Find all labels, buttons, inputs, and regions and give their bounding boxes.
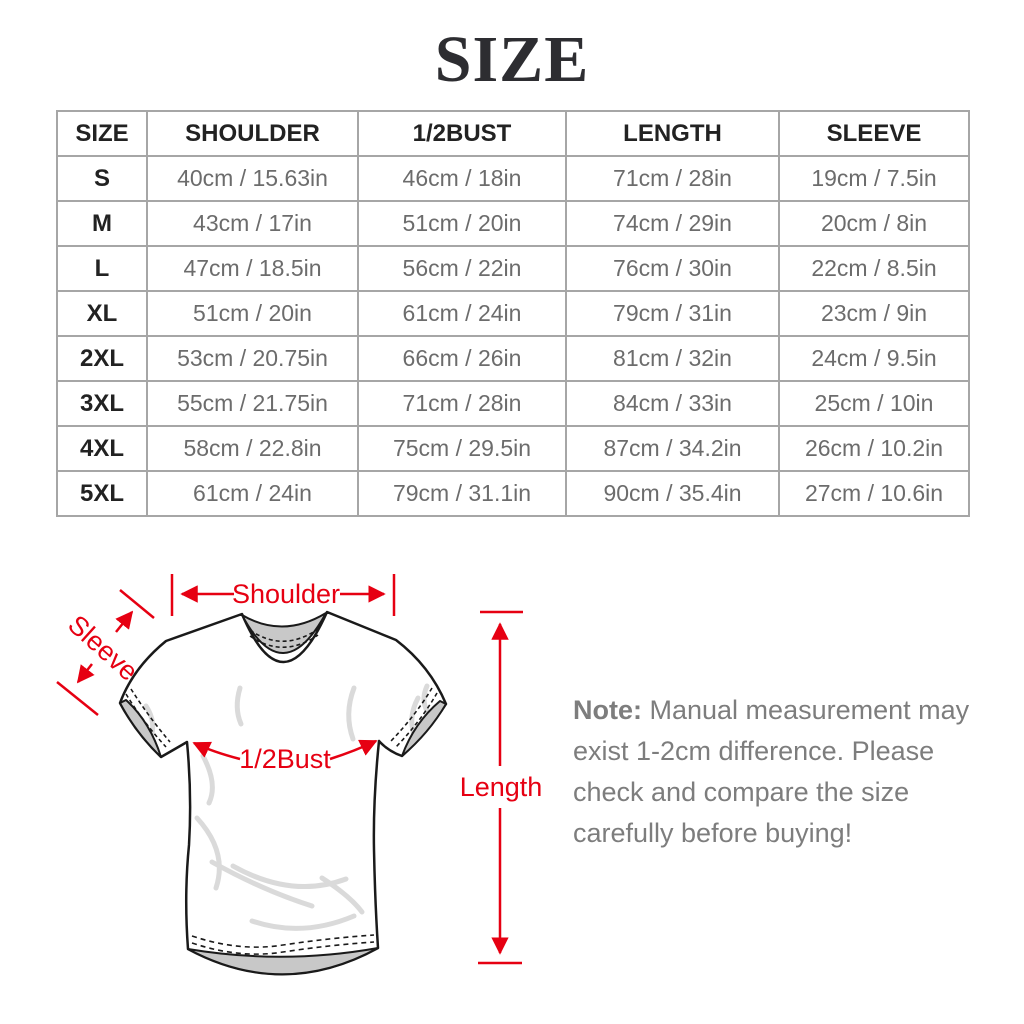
tshirt-illustration	[118, 610, 448, 976]
measurement-cell: 84cm / 33in	[565, 380, 780, 427]
measurement-cell: 51cm / 20in	[146, 290, 359, 337]
header-shoulder: SHOULDER	[146, 110, 359, 157]
header-bust: 1/2BUST	[357, 110, 567, 157]
measurement-cell: 27cm / 10.6in	[778, 470, 970, 517]
collar-stitching	[249, 628, 319, 648]
measurement-cell: 22cm / 8.5in	[778, 245, 970, 292]
measurement-cell: 43cm / 17in	[146, 200, 359, 247]
table-row: 4XL 58cm / 22.8in 75cm / 29.5in 87cm / 3…	[56, 425, 970, 472]
size-cell: 4XL	[56, 425, 148, 472]
note-line: exist 1-2cm difference. Please	[573, 736, 935, 766]
note-label: Note:	[573, 695, 642, 725]
fabric-wrinkles	[143, 683, 430, 931]
hem-stitching	[191, 934, 375, 955]
measurement-cell: 90cm / 35.4in	[565, 470, 780, 517]
note-text: Note: Manual measurement may exist 1-2cm…	[573, 690, 993, 854]
bust-arrow-label: 1/2Bust	[239, 744, 331, 774]
bust-arrow	[192, 739, 378, 761]
measurement-cell: 79cm / 31in	[565, 290, 780, 337]
length-arrow	[478, 610, 523, 965]
measurement-cell: 81cm / 32in	[565, 335, 780, 382]
size-table: SIZE SHOULDER 1/2BUST LENGTH SLEEVE S 40…	[56, 110, 970, 517]
measurement-cell: 26cm / 10.2in	[778, 425, 970, 472]
size-cell: 3XL	[56, 380, 148, 427]
right-cuff-inner	[401, 700, 447, 757]
header-length: LENGTH	[565, 110, 780, 157]
measurement-cell: 55cm / 21.75in	[146, 380, 359, 427]
table-row: 2XL 53cm / 20.75in 66cm / 26in 81cm / 32…	[56, 335, 970, 382]
shoulder-arrow-label: Shoulder	[232, 579, 340, 609]
header-sleeve: SLEEVE	[778, 110, 970, 157]
measurement-cell: 66cm / 26in	[357, 335, 567, 382]
measurement-diagram: Shoulder Sleeve 1/2Bust Length	[56, 574, 543, 976]
measurement-cell: 71cm / 28in	[565, 155, 780, 202]
size-cell: XL	[56, 290, 148, 337]
left-cuff-inner	[119, 699, 162, 758]
measurement-cell: 87cm / 34.2in	[565, 425, 780, 472]
measurement-cell: 46cm / 18in	[357, 155, 567, 202]
size-cell: M	[56, 200, 148, 247]
measurement-cell: 61cm / 24in	[357, 290, 567, 337]
measurement-cell: 61cm / 24in	[146, 470, 359, 517]
measurement-cell: 19cm / 7.5in	[778, 155, 970, 202]
size-cell: 2XL	[56, 335, 148, 382]
measurement-cell: 74cm / 29in	[565, 200, 780, 247]
table-row: S 40cm / 15.63in 46cm / 18in 71cm / 28in…	[56, 155, 970, 202]
tshirt-body-outline	[118, 610, 448, 976]
measurement-cell: 23cm / 9in	[778, 290, 970, 337]
hem-band	[187, 947, 379, 976]
measurement-cell: 25cm / 10in	[778, 380, 970, 427]
measurement-cell: 40cm / 15.63in	[146, 155, 359, 202]
measurement-cell: 20cm / 8in	[778, 200, 970, 247]
measurement-cell: 75cm / 29.5in	[357, 425, 567, 472]
length-arrow-label: Length	[460, 772, 543, 802]
measurement-cell: 71cm / 28in	[357, 380, 567, 427]
table-row: M 43cm / 17in 51cm / 20in 74cm / 29in 20…	[56, 200, 970, 247]
shoulder-arrow	[170, 574, 396, 616]
note-line-rest: Manual measurement may	[642, 695, 970, 725]
measurement-cell: 51cm / 20in	[357, 200, 567, 247]
size-cell: L	[56, 245, 148, 292]
measurement-cell: 58cm / 22.8in	[146, 425, 359, 472]
note-line: check and compare the size	[573, 777, 910, 807]
note-line: Note: Manual measurement may	[573, 690, 993, 731]
left-cuff-stitching	[125, 688, 171, 748]
table-row: L 47cm / 18.5in 56cm / 22in 76cm / 30in …	[56, 245, 970, 292]
measurement-cell: 24cm / 9.5in	[778, 335, 970, 382]
sleeve-arrow	[56, 589, 155, 716]
measurement-cell: 56cm / 22in	[357, 245, 567, 292]
size-cell: 5XL	[56, 470, 148, 517]
measurement-cell: 79cm / 31.1in	[357, 470, 567, 517]
table-row: XL 51cm / 20in 61cm / 24in 79cm / 31in 2…	[56, 290, 970, 337]
size-cell: S	[56, 155, 148, 202]
sleeve-arrow-label: Sleeve	[62, 609, 143, 687]
measurement-cell: 53cm / 20.75in	[146, 335, 359, 382]
table-row: 3XL 55cm / 21.75in 71cm / 28in 84cm / 33…	[56, 380, 970, 427]
table-row: 5XL 61cm / 24in 79cm / 31.1in 90cm / 35.…	[56, 470, 970, 517]
note-line: carefully before buying!	[573, 818, 853, 848]
header-size: SIZE	[56, 110, 148, 157]
page-title: SIZE	[434, 23, 590, 96]
table-header-row: SIZE SHOULDER 1/2BUST LENGTH SLEEVE	[56, 110, 970, 157]
measurement-cell: 76cm / 30in	[565, 245, 780, 292]
measurement-cell: 47cm / 18.5in	[146, 245, 359, 292]
